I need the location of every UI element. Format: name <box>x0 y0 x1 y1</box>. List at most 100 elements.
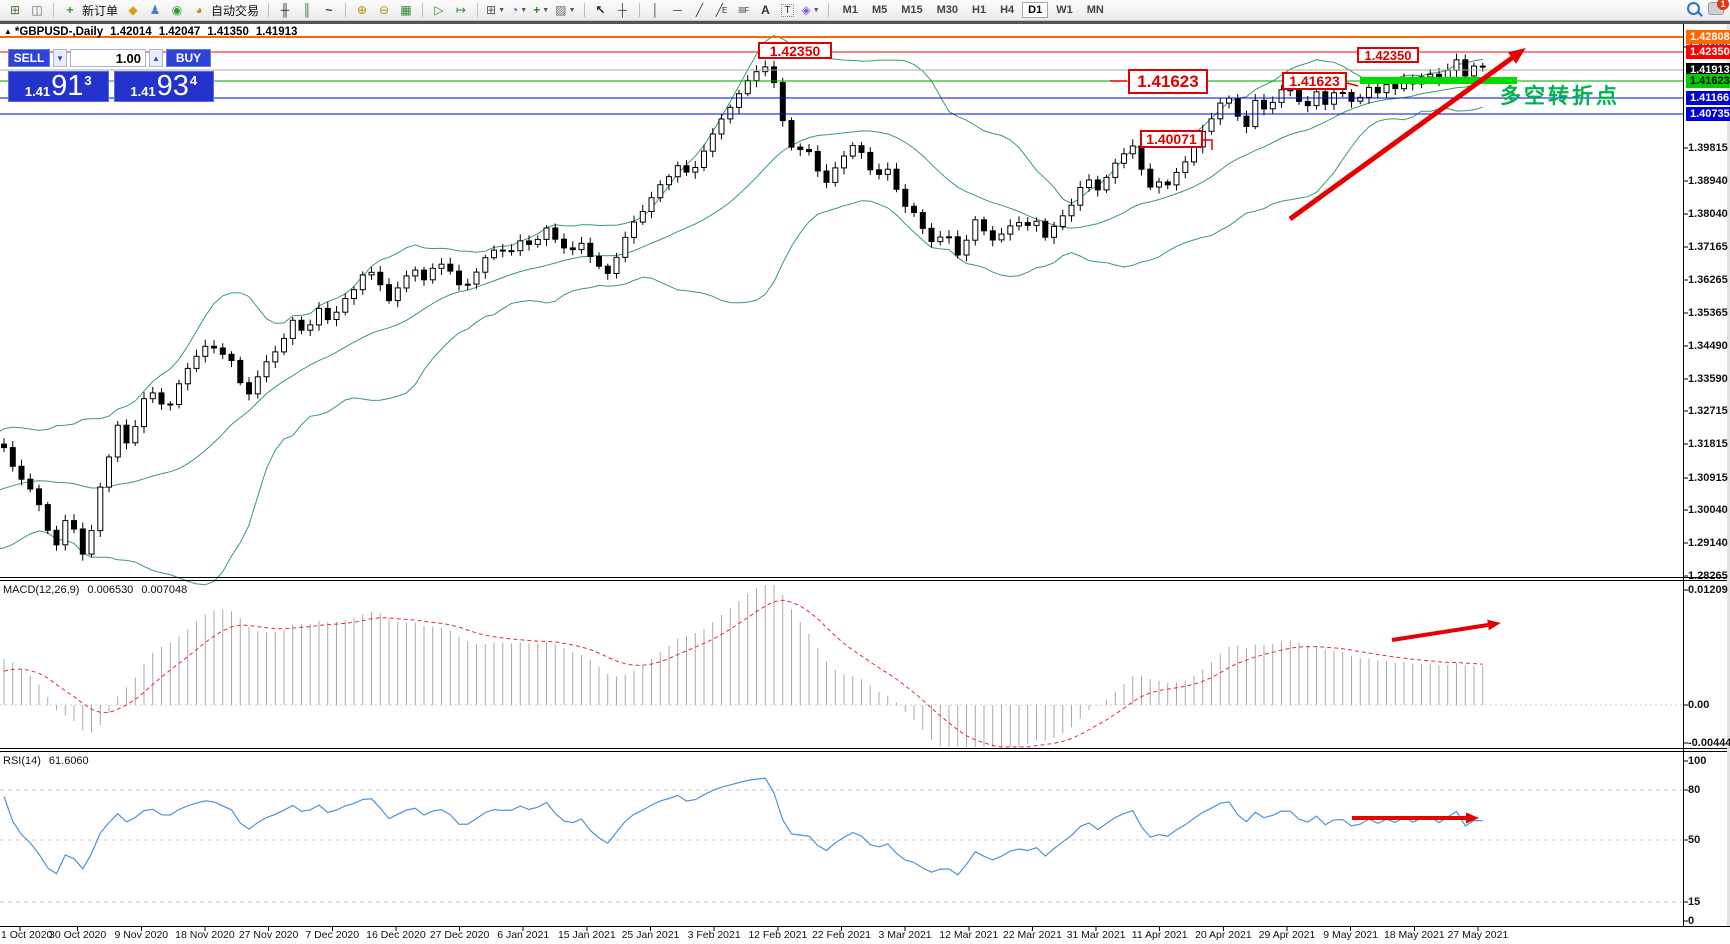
profiles-icon[interactable]: ◫ <box>31 2 43 17</box>
date-axis-label: 9 Nov 2020 <box>114 929 169 941</box>
new-chart-icon[interactable]: ⊞ <box>9 2 21 17</box>
indicators-menu-icon[interactable]: + ▼ <box>533 2 550 17</box>
volume-input[interactable] <box>70 49 146 67</box>
timeframe-w1-button[interactable]: W1 <box>1056 4 1073 16</box>
periods-menu-dropdown-icon[interactable]: ▼ <box>520 6 528 14</box>
timeframe-m5-button[interactable]: M5 <box>871 4 888 16</box>
templates-menu-dropdown-icon[interactable]: ▼ <box>568 6 576 14</box>
toolbar-right-group: 1 <box>1687 0 1729 15</box>
metaeditor-icon[interactable]: ◆ <box>128 2 138 17</box>
price-open: 1.42014 <box>110 26 152 38</box>
price-annotation[interactable]: 1.41623 <box>1128 69 1208 94</box>
date-axis-label: 27 Nov 2020 <box>238 929 299 941</box>
date-axis-label: 22 Mar 2021 <box>1002 929 1062 941</box>
price-axis-tick: 1.32715 <box>1688 405 1728 417</box>
price-high: 1.42047 <box>158 26 201 38</box>
price-axis-tick: 1.37165 <box>1688 241 1728 253</box>
auto-scroll-icon[interactable]: ↦ <box>456 2 467 17</box>
arrows-dropdown-icon[interactable]: ▼ <box>812 6 820 14</box>
date-axis-label: 3 Feb 2021 <box>687 929 741 941</box>
new-chart-menu-dropdown-icon[interactable]: ▼ <box>498 6 506 14</box>
community-icon[interactable]: ♟ <box>149 2 161 17</box>
date-axis-label: 30 Oct 2020 <box>49 929 107 941</box>
buy-price-main: 1.41 <box>130 83 156 99</box>
price-axis-tick: 1.29140 <box>1688 537 1728 549</box>
search-icon[interactable] <box>1687 2 1700 15</box>
date-axis-label: 7 Dec 2020 <box>305 929 360 941</box>
price-axis-tick: 1.30040 <box>1688 504 1728 516</box>
periods-menu-icon[interactable]: ◔ ▼ <box>511 2 528 17</box>
sell-button[interactable]: SELL <box>8 49 50 67</box>
notifications-icon[interactable]: 1 <box>1708 0 1729 15</box>
text-icon[interactable]: A <box>761 2 770 17</box>
timeframe-h1-button[interactable]: H1 <box>972 4 987 16</box>
toolbar-separator <box>53 3 54 17</box>
templates-menu-icon[interactable]: ▨ ▼ <box>555 2 576 17</box>
price-annotation[interactable]: 1.42350 <box>1357 47 1419 63</box>
price-annotation[interactable]: 1.42350 <box>758 42 832 59</box>
volume-down-button[interactable]: ▼ <box>53 49 67 67</box>
timeframe-m30-button[interactable]: M30 <box>936 4 959 16</box>
collapse-panel-icon[interactable]: ▲ <box>4 27 12 36</box>
signals-icon[interactable]: ◉ <box>171 2 183 17</box>
arrows-icon[interactable]: ◈ ▼ <box>801 2 820 17</box>
auto-trading-label[interactable]: 自动交易 <box>211 3 260 18</box>
new-order-label[interactable]: 新订单 <box>82 3 119 18</box>
timeframe-mn-button[interactable]: MN <box>1086 4 1104 16</box>
price-axis-tick: 1.38940 <box>1688 175 1728 187</box>
trendline-icon[interactable]: ╱ <box>695 2 704 17</box>
date-axis-label: 9 May 2021 <box>1323 929 1379 941</box>
new-chart-menu-icon[interactable]: ⊞ ▼ <box>486 2 506 17</box>
rsi-arrow[interactable] <box>1352 812 1479 824</box>
toolbar-separator <box>638 3 640 17</box>
new-order-icon[interactable]: + <box>66 2 74 17</box>
fibonacci-icon[interactable]: ≡ F <box>738 2 749 17</box>
support-zone-bar[interactable] <box>1360 77 1517 84</box>
rsi-axis-tick: 15 <box>1688 896 1701 908</box>
macd-arrow[interactable] <box>1391 619 1501 642</box>
scrollbar-strip[interactable] <box>1727 24 1730 926</box>
indicators-menu-dropdown-icon[interactable]: ▼ <box>542 6 550 14</box>
date-axis-label: 11 Apr 2021 <box>1131 929 1188 941</box>
chart-note-text[interactable]: 多空转折点 <box>1500 85 1620 108</box>
window-separator <box>0 21 1730 24</box>
sell-price-sup: 3 <box>84 73 92 88</box>
tile-windows-icon[interactable]: ▦ <box>400 2 412 17</box>
sell-price-box[interactable]: 1.41 91 3 <box>8 71 109 102</box>
date-axis-label: 20 Apr 2021 <box>1195 929 1252 941</box>
zoom-out-icon[interactable]: ⊖ <box>379 2 390 17</box>
chart-shift-icon[interactable]: ▷ <box>434 2 444 17</box>
volume-up-button[interactable]: ▲ <box>149 49 163 67</box>
toolbar-separator <box>268 3 270 17</box>
price-line-badge: 1.41623 <box>1686 74 1730 88</box>
timeframe-h4-button[interactable]: H4 <box>1000 4 1015 16</box>
trend-arrow[interactable] <box>1288 48 1526 222</box>
price-axis-tick: 1.39815 <box>1688 142 1728 154</box>
cursor-icon[interactable]: ↖ <box>595 2 606 17</box>
timeframe-m15-button[interactable]: M15 <box>901 4 923 16</box>
crosshair-icon[interactable]: ┼ <box>618 2 627 17</box>
macd-label: MACD(12,26,9) 0.006530 0.007048 <box>3 584 195 596</box>
buy-price-box[interactable]: 1.41 93 4 <box>113 71 214 102</box>
rsi-line <box>3 777 1483 876</box>
timeframe-m1-button[interactable]: M1 <box>842 4 858 16</box>
auto-trading-icon[interactable]: ◕ <box>195 2 203 17</box>
price-annotation[interactable]: 1.40071 <box>1140 130 1203 148</box>
buy-button[interactable]: BUY <box>166 49 211 67</box>
bar-chart-icon[interactable]: ║ <box>302 2 312 17</box>
bollinger-lower-band <box>0 106 1483 586</box>
price-annotation[interactable]: 1.41623 <box>1282 72 1347 90</box>
price-line-badge: 1.42350 <box>1686 45 1730 59</box>
vertical-line-icon[interactable]: │ <box>651 2 660 17</box>
horizontal-line-icon[interactable]: ─ <box>673 2 682 17</box>
price-axis-tick: 1.31815 <box>1688 438 1728 450</box>
date-axis-label: 12 Mar 2021 <box>939 929 999 941</box>
candlestick-chart-icon[interactable]: ╫ <box>280 2 290 17</box>
text-label-icon[interactable]: T <box>778 2 798 19</box>
timeframe-d1-button[interactable]: D1 <box>1022 2 1049 18</box>
equidistant-channel-icon[interactable]: ╱ E <box>715 2 728 17</box>
price-line-badge: 1.41913 <box>1686 63 1730 77</box>
zoom-in-icon[interactable]: ⊕ <box>357 2 368 17</box>
line-chart-icon[interactable]: ~ <box>325 2 333 17</box>
